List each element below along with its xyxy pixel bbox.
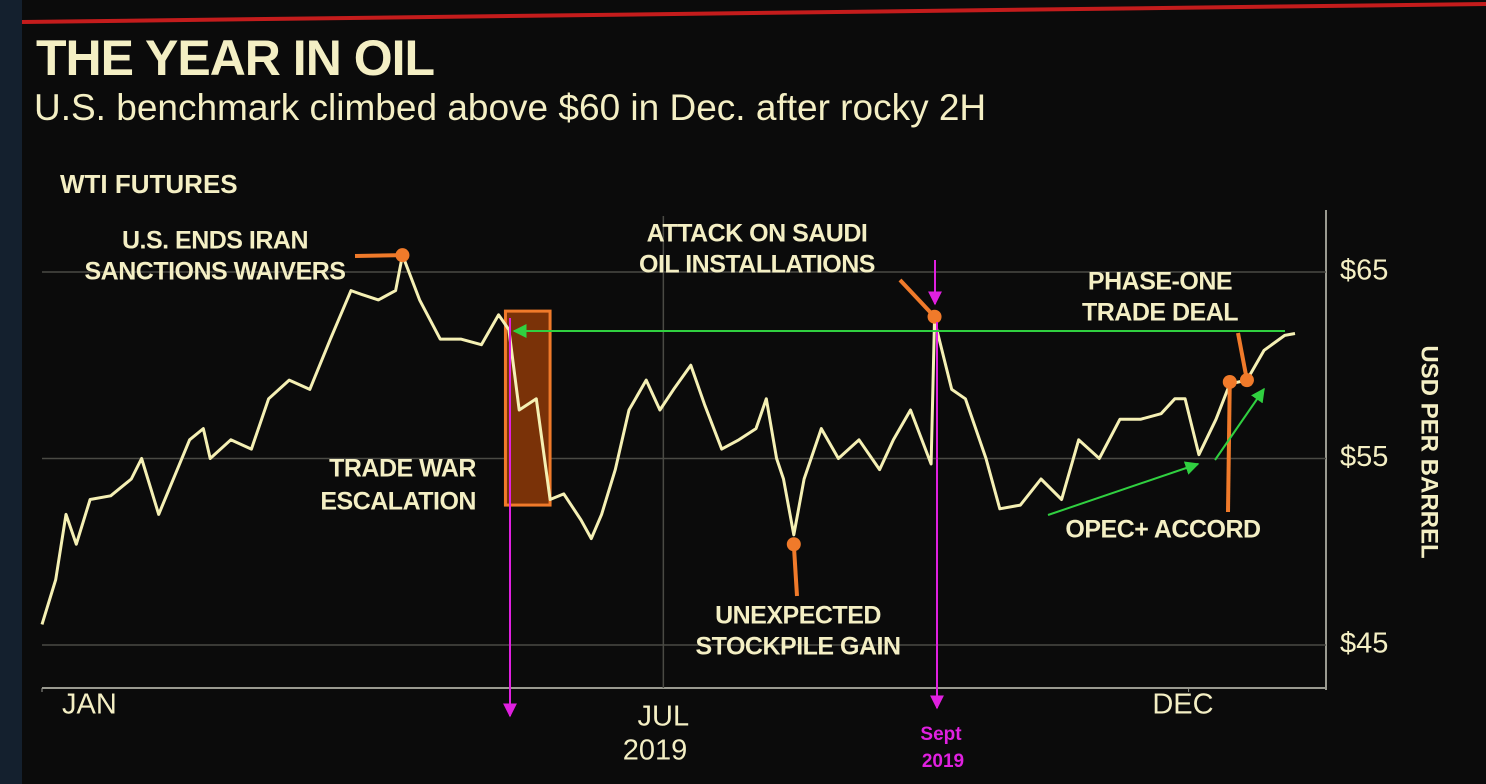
annotation-leader	[1236, 332, 1249, 381]
green-arrow	[1214, 387, 1265, 461]
annotation-text: TRADE WAR	[329, 455, 476, 483]
annotation-text: STOCKPILE GAIN	[695, 633, 900, 661]
screen-edge	[0, 0, 22, 784]
price-line	[40, 253, 1296, 625]
highlight-box	[503, 309, 552, 507]
y-tick-label: $65	[1340, 255, 1388, 287]
y-axis-label: USD PER BARREL	[1416, 345, 1443, 558]
annotation-leader	[354, 253, 403, 258]
annotation-text: OIL INSTALLATIONS	[639, 251, 875, 279]
annotation-text: UNEXPECTED	[715, 602, 881, 630]
annotation-point	[395, 248, 410, 263]
y-tick-label: $45	[1340, 628, 1388, 660]
overlay-label: 2019	[922, 751, 964, 772]
x-tick-label: JAN	[62, 689, 117, 721]
x-tick-label: DEC	[1152, 689, 1213, 721]
annotation-point	[1239, 373, 1254, 388]
overlay-label: Sept	[920, 724, 962, 745]
annotation-text: TRADE DEAL	[1082, 299, 1238, 327]
annotation-leader	[898, 278, 937, 319]
series-label: WTI FUTURES	[60, 169, 238, 199]
annotation-point	[786, 537, 801, 552]
x-tick-label: JUL	[638, 701, 690, 733]
y-tick-label: $55	[1340, 441, 1388, 473]
annotation-point	[1222, 374, 1237, 389]
annotation-text: OPEC+ ACCORD	[1065, 516, 1260, 544]
overlay: Sept 2019	[503, 260, 1285, 772]
green-arrow	[1047, 461, 1200, 516]
annotation-leader	[791, 544, 799, 597]
annotation-text: ATTACK ON SAUDI	[647, 220, 868, 248]
x-axis-year: 2019	[623, 735, 688, 767]
chart-title: THE YEAR IN OIL	[36, 30, 434, 86]
annotation-leader	[1226, 381, 1232, 513]
chart-subtitle: U.S. benchmark climbed above $60 in Dec.…	[34, 87, 986, 128]
annotation-text: PHASE-ONE	[1088, 268, 1232, 296]
top-rule	[21, 2, 1486, 24]
annotation-text: U.S. ENDS IRAN	[122, 227, 308, 255]
annotation-text: ESCALATION	[320, 488, 476, 516]
annotation-text: SANCTIONS WAIVERS	[85, 258, 346, 286]
annotation-point	[927, 309, 942, 324]
